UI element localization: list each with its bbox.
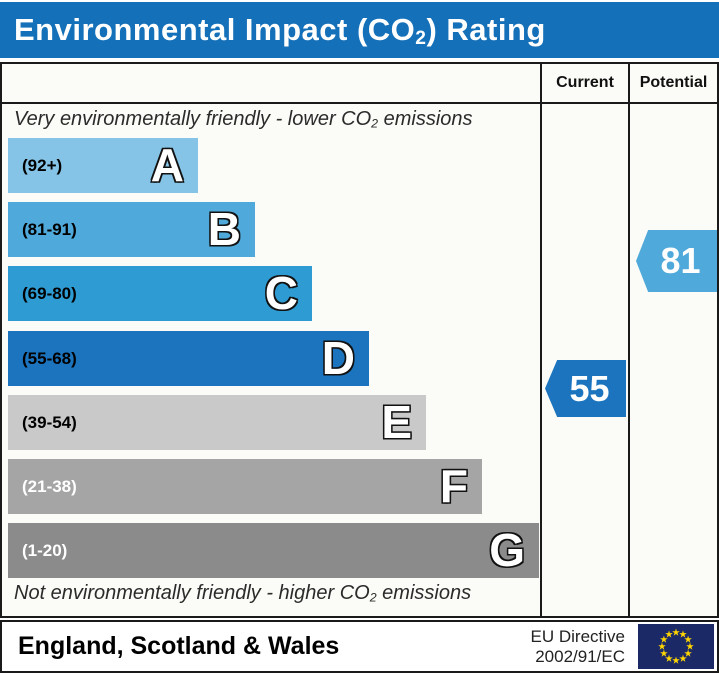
band-row-g: (1-20) G (8, 523, 539, 578)
scale-note-top-subscript: 2 (371, 116, 379, 131)
band-row-c: (69-80) C (8, 266, 312, 321)
band-row-a: (92+) A (8, 138, 198, 193)
potential-column-header: Potential (639, 74, 708, 91)
header-row-divider (2, 102, 717, 104)
title-suffix: ) Rating (426, 12, 546, 47)
scale-note-top-suffix: emissions (378, 108, 473, 130)
band-range-f: (21-38) (22, 477, 77, 496)
scale-note-bottom-suffix: emissions (376, 582, 472, 604)
potential-rating-value: 81 (660, 240, 701, 281)
band-letter-a: A (150, 138, 186, 193)
band-row-f: (21-38) F (8, 459, 482, 514)
band-row-b: (81-91) B (8, 202, 255, 257)
rating-table: Current Potential Very environmentally f… (0, 62, 719, 618)
band-letter-c: C (264, 266, 300, 321)
band-range-d: (55-68) (22, 349, 77, 368)
current-rating-value: 55 (569, 367, 610, 409)
current-column-divider (540, 64, 542, 616)
band-range-c: (69-80) (22, 284, 77, 303)
scale-note-bottom-text: Not environmentally friendly - higher CO (14, 582, 370, 604)
band-letter-f: F (439, 459, 470, 514)
current-column-header: Current (556, 74, 614, 91)
region-label: England, Scotland & Wales (18, 632, 340, 660)
potential-rating-marker: 81 (636, 230, 717, 292)
eu-flag-icon (638, 624, 714, 669)
scale-note-bottom-subscript: 2 (369, 590, 377, 605)
band-row-d: (55-68) D (8, 331, 369, 386)
current-rating-marker: 55 (545, 360, 626, 417)
band-range-g: (1-20) (22, 541, 68, 560)
footer: England, Scotland & Wales EU Directive 2… (0, 620, 719, 673)
eu-directive-line1: EU Directive (530, 627, 625, 646)
potential-column-divider (628, 64, 630, 616)
band-range-a: (92+) (22, 156, 63, 175)
eu-directive-line2: 2002/91/EC (535, 647, 625, 666)
scale-note-top: Very environmentally friendly - lower CO… (14, 108, 473, 131)
band-letter-b: B (207, 202, 243, 257)
band-range-b: (81-91) (22, 220, 77, 239)
band-letter-g: G (488, 523, 526, 578)
band-range-e: (39-54) (22, 413, 77, 432)
band-letter-d: D (321, 331, 357, 386)
band-row-e: (39-54) E (8, 395, 426, 450)
title-subscript: 2 (415, 28, 427, 50)
title-text: Environmental Impact (CO (14, 12, 416, 47)
band-letter-e: E (380, 395, 413, 450)
page-title: Environmental Impact (CO2) Rating (0, 2, 719, 58)
scale-note-bottom: Not environmentally friendly - higher CO… (14, 582, 471, 605)
eu-directive-label: EU Directive 2002/91/EC (531, 627, 625, 667)
scale-note-top-text: Very environmentally friendly - lower CO (14, 108, 372, 130)
